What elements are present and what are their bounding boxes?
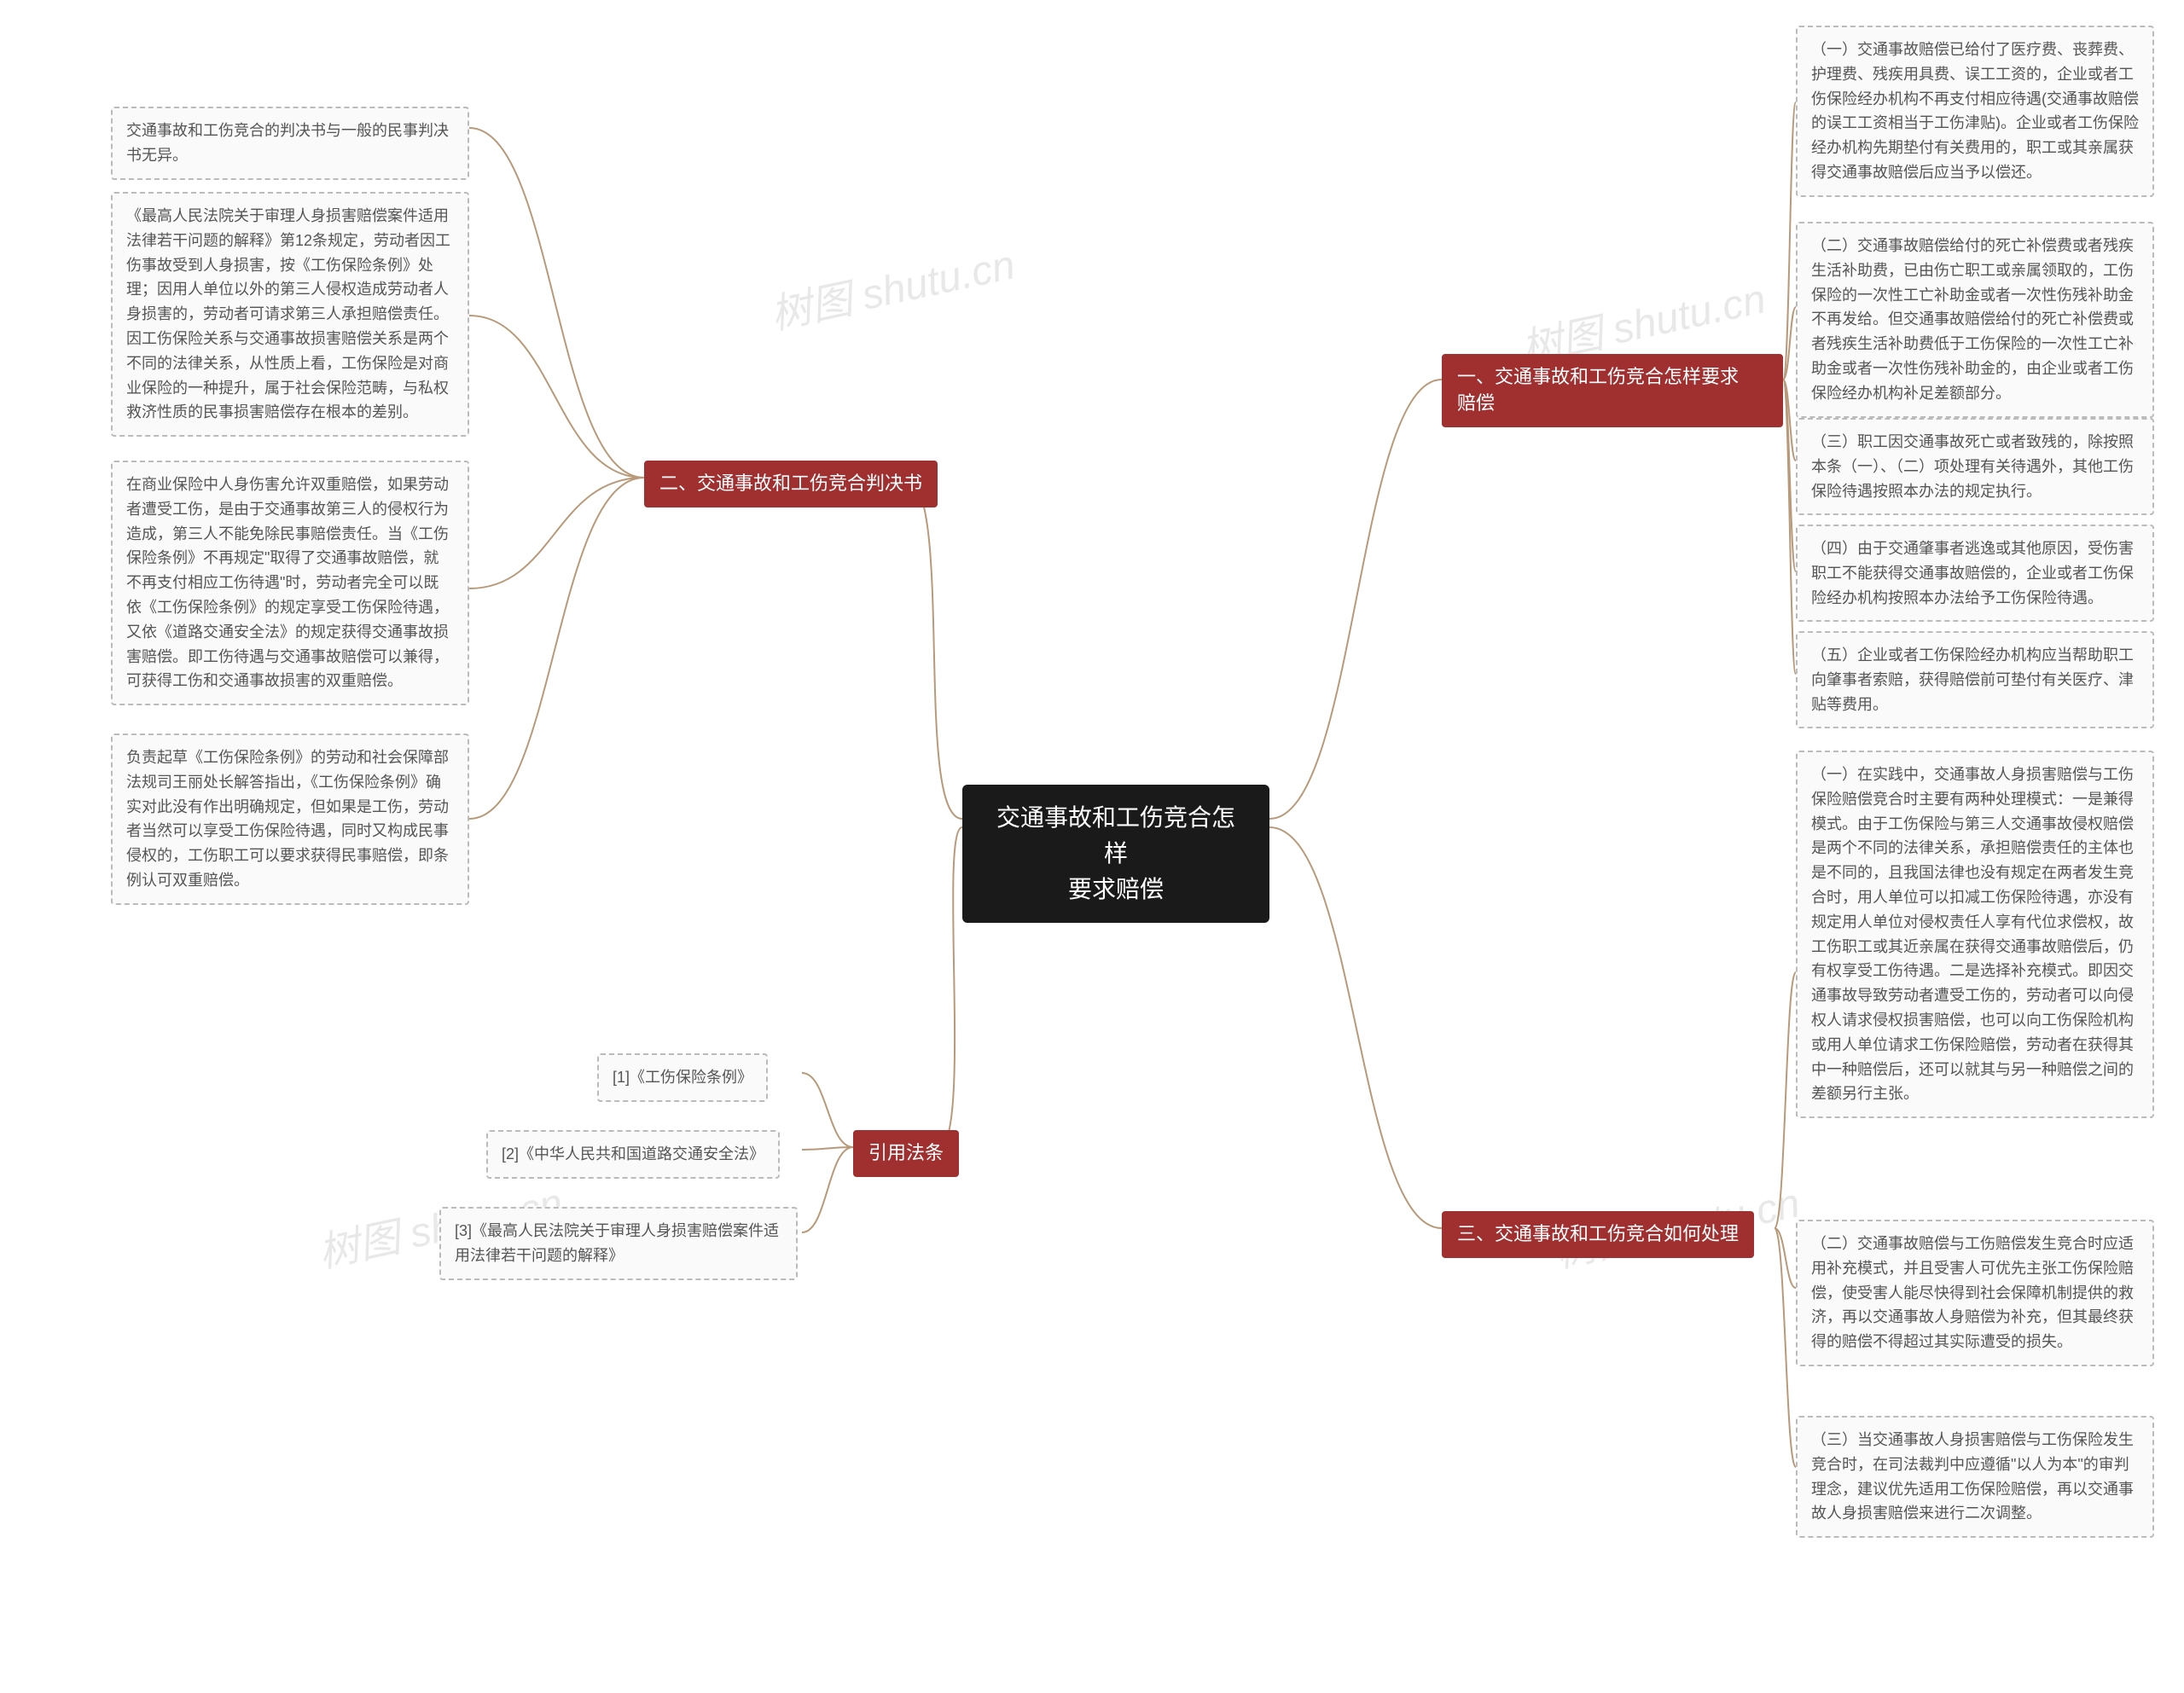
branch-4: 引用法条 bbox=[853, 1130, 959, 1177]
leaf-b1-1: （一）交通事故赔偿已给付了医疗费、丧葬费、护理费、残疾用具费、误工工资的，企业或… bbox=[1796, 26, 2154, 197]
leaf-b1-2: （二）交通事故赔偿给付的死亡补偿费或者残疾生活补助费，已由伤亡职工或亲属领取的，… bbox=[1796, 222, 2154, 418]
center-line2: 要求赔偿 bbox=[1068, 876, 1164, 902]
center-node: 交通事故和工伤竞合怎样 要求赔偿 bbox=[962, 785, 1269, 923]
leaf-b1-4: （四）由于交通肇事者逃逸或其他原因，受伤害职工不能获得交通事故赔偿的，企业或者工… bbox=[1796, 525, 2154, 622]
leaf-b1-3: （三）职工因交通事故死亡或者致残的，除按照本条（一）、（二）项处理有关待遇外，其… bbox=[1796, 418, 2154, 515]
leaf-b2-3: 在商业保险中人身伤害允许双重赔偿，如果劳动者遭受工伤，是由于交通事故第三人的侵权… bbox=[111, 461, 469, 705]
branch-1: 一、交通事故和工伤竞合怎样要求赔偿 bbox=[1442, 354, 1783, 427]
leaf-b2-1: 交通事故和工伤竞合的判决书与一般的民事判决书无异。 bbox=[111, 107, 469, 180]
leaf-b3-2: （二）交通事故赔偿与工伤赔偿发生竞合时应适用补充模式，并且受害人可优先主张工伤保… bbox=[1796, 1220, 2154, 1366]
leaf-b4-2: [2]《中华人民共和国道路交通安全法》 bbox=[486, 1130, 780, 1179]
branch-3: 三、交通事故和工伤竞合如何处理 bbox=[1442, 1211, 1754, 1258]
leaf-b1-5: （五）企业或者工伤保险经办机构应当帮助职工向肇事者索赔，获得赔偿前可垫付有关医疗… bbox=[1796, 631, 2154, 728]
center-line1: 交通事故和工伤竞合怎样 bbox=[996, 804, 1235, 867]
leaf-b2-2: 《最高人民法院关于审理人身损害赔偿案件适用法律若干问题的解释》第12条规定，劳动… bbox=[111, 192, 469, 437]
branch-2: 二、交通事故和工伤竞合判决书 bbox=[644, 461, 938, 507]
leaf-b2-4: 负责起草《工伤保险条例》的劳动和社会保障部法规司王丽处长解答指出，《工伤保险条例… bbox=[111, 733, 469, 905]
leaf-b4-3: [3]《最高人民法院关于审理人身损害赔偿案件适用法律若干问题的解释》 bbox=[439, 1207, 798, 1280]
leaf-b4-1: [1]《工伤保险条例》 bbox=[597, 1053, 768, 1102]
leaf-b3-1: （一）在实践中，交通事故人身损害赔偿与工伤保险赔偿竞合时主要有两种处理模式：一是… bbox=[1796, 751, 2154, 1118]
leaf-b3-3: （三）当交通事故人身损害赔偿与工伤保险发生竞合时，在司法裁判中应遵循"以人为本"… bbox=[1796, 1416, 2154, 1538]
